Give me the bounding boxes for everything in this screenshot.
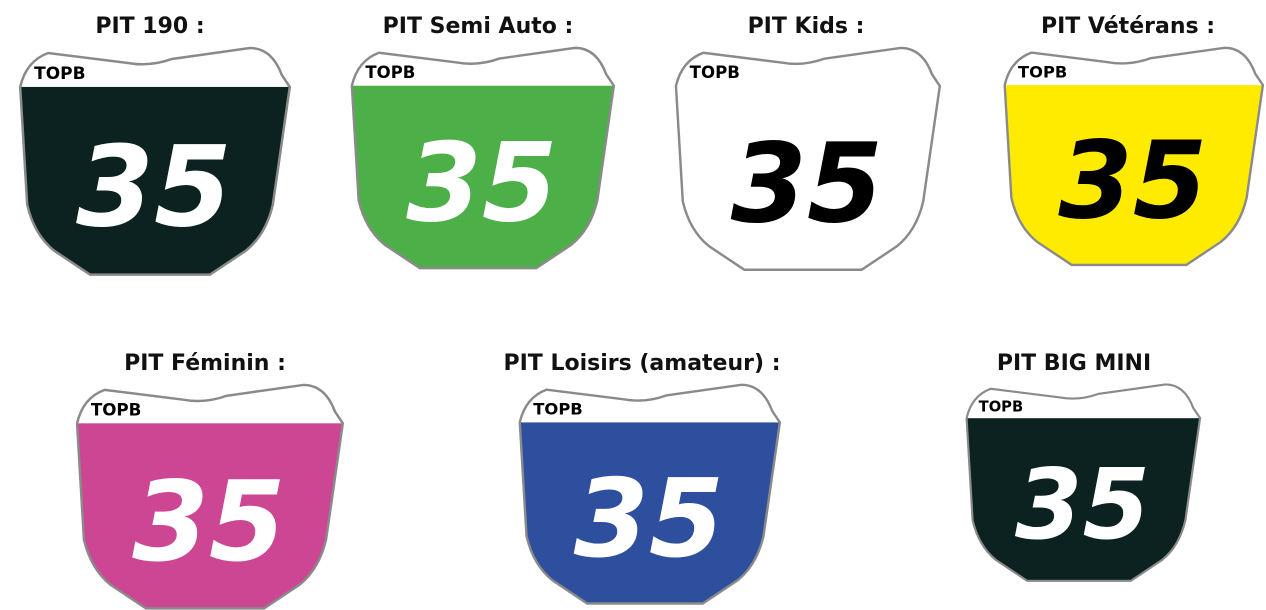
number-plate: TOPB 35: [8, 44, 292, 278]
plate-number: 35: [76, 123, 232, 253]
number-plate: TOPB 35: [993, 44, 1265, 268]
plate-number: 35: [731, 119, 883, 247]
page: PIT 190 : TOPB 35 PIT Semi Auto : TOPB 35 PIT …: [0, 0, 1266, 610]
number-plate: TOPB 35: [65, 381, 345, 610]
plate-number: 35: [1015, 448, 1150, 561]
plate-title: PIT Féminin :: [124, 351, 286, 376]
plate-brand: TOPB: [365, 63, 415, 82]
plate-title: PIT Loisirs (amateur) :: [503, 351, 780, 376]
plate-title: PIT BIG MINI: [997, 351, 1151, 376]
plate-number: 35: [132, 459, 285, 587]
plate-brand: TOPB: [533, 400, 583, 419]
plate-brand: TOPB: [1018, 62, 1067, 81]
plate-brand: TOPB: [690, 63, 740, 82]
plate-title: PIT Kids :: [748, 14, 865, 39]
plate-number: 35: [406, 119, 557, 246]
number-plate: TOPB 35: [956, 381, 1202, 583]
number-plate: TOPB 35: [508, 381, 782, 606]
plate-number: 35: [574, 457, 724, 582]
plate-title: PIT Semi Auto :: [383, 14, 574, 39]
plate-brand: TOPB: [91, 399, 142, 419]
plate-number: 35: [1058, 120, 1207, 244]
plate-title: PIT 190 :: [95, 14, 204, 39]
plate-brand: TOPB: [34, 64, 85, 84]
number-plate: TOPB 35: [340, 44, 616, 271]
plate-title: PIT Vétérans :: [1041, 14, 1215, 39]
number-plate: TOPB 35: [664, 44, 942, 273]
plate-brand: TOPB: [979, 398, 1023, 415]
